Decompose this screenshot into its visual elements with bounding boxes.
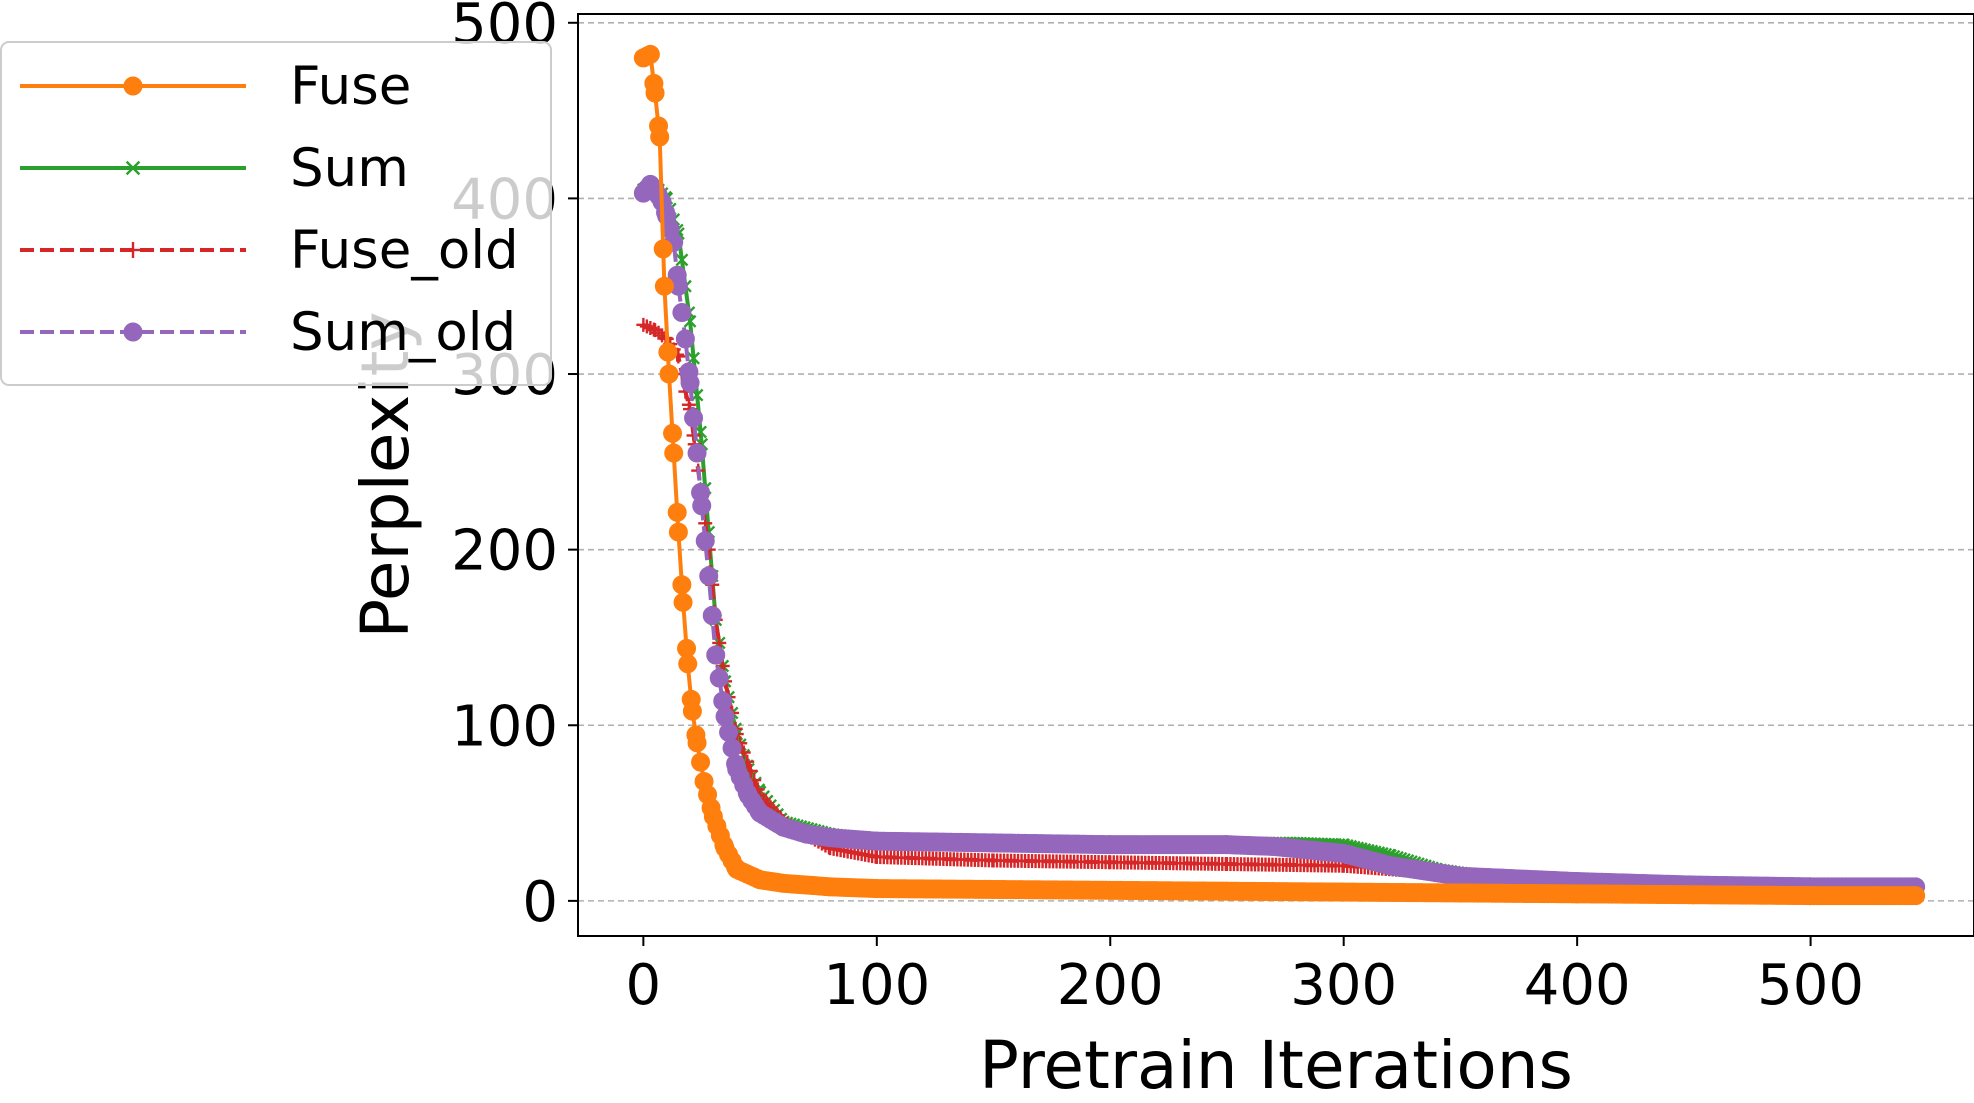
legend-item-fuse-old: Fuse_old xyxy=(20,220,519,281)
data-point-fuse xyxy=(678,654,698,674)
legend-item-sum-old: Sum_old xyxy=(20,302,516,363)
data-point-fuse xyxy=(682,701,702,721)
legend-marker-sum-old xyxy=(123,322,143,342)
data-point-sum-stroke xyxy=(687,351,701,365)
x-axis-label: Pretrain Iterations xyxy=(979,1027,1573,1103)
data-point-sum-old xyxy=(695,531,715,551)
x-tick-label: 100 xyxy=(823,953,930,1018)
legend-marker-sum xyxy=(125,160,141,176)
data-point-fuse xyxy=(654,276,674,296)
legend-marker-fuse-old xyxy=(125,242,141,258)
data-point-fuse xyxy=(1906,886,1926,906)
x-tick-label: 500 xyxy=(1757,953,1864,1018)
data-point-fuse xyxy=(672,575,692,595)
data-point-sum xyxy=(687,351,701,365)
y-tick-label: 0 xyxy=(522,870,558,935)
data-point-sum-old xyxy=(680,373,700,393)
data-point-fuse xyxy=(650,127,670,147)
data-point-sum-old xyxy=(687,443,707,463)
data-point-fuse xyxy=(664,443,684,463)
data-point-fuse xyxy=(645,83,665,103)
x-tick-label: 0 xyxy=(626,953,662,1018)
data-point-sum-old xyxy=(715,706,735,726)
data-point-sum-old xyxy=(719,722,739,742)
data-point-sum-old xyxy=(722,738,742,758)
data-point-sum-old xyxy=(702,605,722,625)
data-point-fuse xyxy=(687,733,707,753)
legend-label-sum-old: Sum_old xyxy=(290,302,516,363)
data-point-fuse xyxy=(691,752,711,772)
data-point-sum-old xyxy=(706,645,726,665)
x-tick-label: 300 xyxy=(1290,953,1397,1018)
legend-label-sum: Sum xyxy=(290,138,409,199)
y-tick-label: 100 xyxy=(451,694,558,759)
x-tick-label: 200 xyxy=(1057,953,1164,1018)
legend-marker-sum-stroke xyxy=(125,160,141,176)
data-point-sum-old xyxy=(672,303,692,323)
legend-box xyxy=(0,41,552,386)
legend: Fuse Sum Fuse_old Sum_old xyxy=(0,41,552,386)
y-tick-label: 200 xyxy=(451,519,558,584)
axes-frame xyxy=(577,13,1974,937)
series-fuse xyxy=(633,44,1926,906)
data-point-fuse xyxy=(667,502,687,522)
data-point-sum xyxy=(675,253,689,267)
data-point-fuse xyxy=(659,364,679,384)
x-tick-label: 400 xyxy=(1524,953,1631,1018)
data-point-fuse xyxy=(640,44,660,64)
data-point-fuse xyxy=(653,239,673,259)
data-point-sum-old xyxy=(699,566,719,586)
data-point-sum-old xyxy=(684,408,704,428)
legend-item-fuse: Fuse xyxy=(20,56,411,117)
legend-marker-fuse xyxy=(123,76,143,96)
data-point-fuse xyxy=(673,592,693,612)
data-point-fuse xyxy=(658,342,678,362)
data-point-sum-old xyxy=(692,496,712,516)
data-point-sum-stroke xyxy=(683,314,697,328)
legend-label-fuse: Fuse xyxy=(290,56,411,117)
series-group xyxy=(633,44,1926,906)
data-point-sum-stroke xyxy=(675,253,689,267)
data-point-fuse xyxy=(663,423,683,443)
data-point-fuse xyxy=(668,522,688,542)
legend-label-fuse-old: Fuse_old xyxy=(290,220,519,281)
legend-item-sum: Sum xyxy=(20,138,409,199)
data-point-sum-old xyxy=(709,668,729,688)
gridlines xyxy=(578,21,1974,902)
data-point-sum-old xyxy=(675,329,695,349)
